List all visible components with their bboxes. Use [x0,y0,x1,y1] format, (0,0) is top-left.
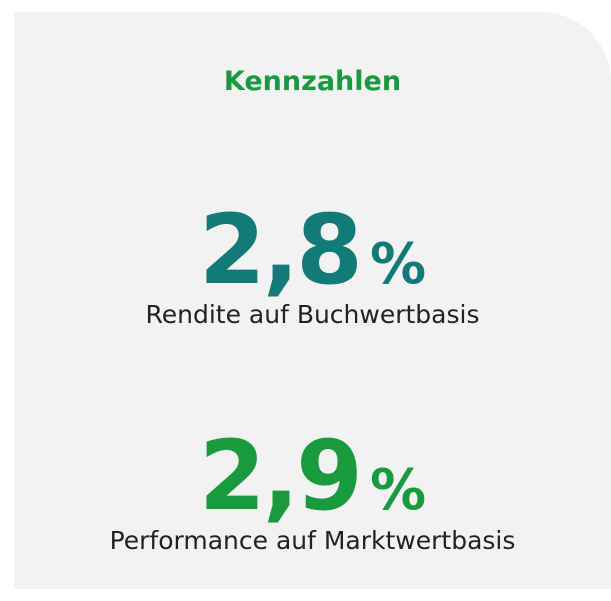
kpi-unit: % [369,458,427,523]
card-title: Kennzahlen [223,66,402,97]
kpi: 2,8 % Rendite auf Buchwertbasis [14,202,611,329]
kpi-label: Performance auf Marktwertbasis [109,526,516,555]
kpi-number: 2,9 % [14,428,611,524]
kpi-unit: % [369,232,427,297]
kpi-value: 2,8 [198,194,363,306]
kpi-card: Kennzahlen 2,8 % Rendite auf Buchwertbas… [14,12,611,589]
kpi-value: 2,9 [198,420,363,532]
kpi-label: Rendite auf Buchwertbasis [145,300,480,329]
kpi-number: 2,8 % [14,202,611,298]
kpi: 2,9 % Performance auf Marktwertbasis [14,428,611,555]
